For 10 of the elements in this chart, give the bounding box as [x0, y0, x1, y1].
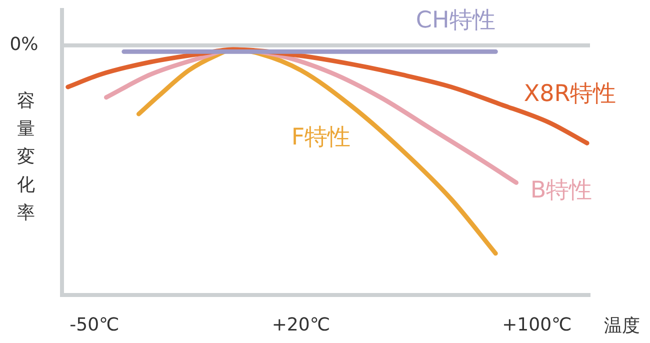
ref-line-label: 0% [10, 34, 38, 56]
x-axis-title: 温度 [604, 316, 640, 337]
x-tick-label: +20℃ [272, 314, 330, 336]
series-label: X8R特性 [524, 81, 616, 108]
series-label: F特性 [291, 124, 351, 150]
x-tick-label: +100℃ [502, 314, 572, 336]
y-axis-title: 容量変化率 [17, 90, 35, 224]
series-label: CH特性 [416, 8, 496, 34]
x-tick-label: -50℃ [70, 314, 120, 336]
series-label: B特性 [530, 178, 592, 204]
